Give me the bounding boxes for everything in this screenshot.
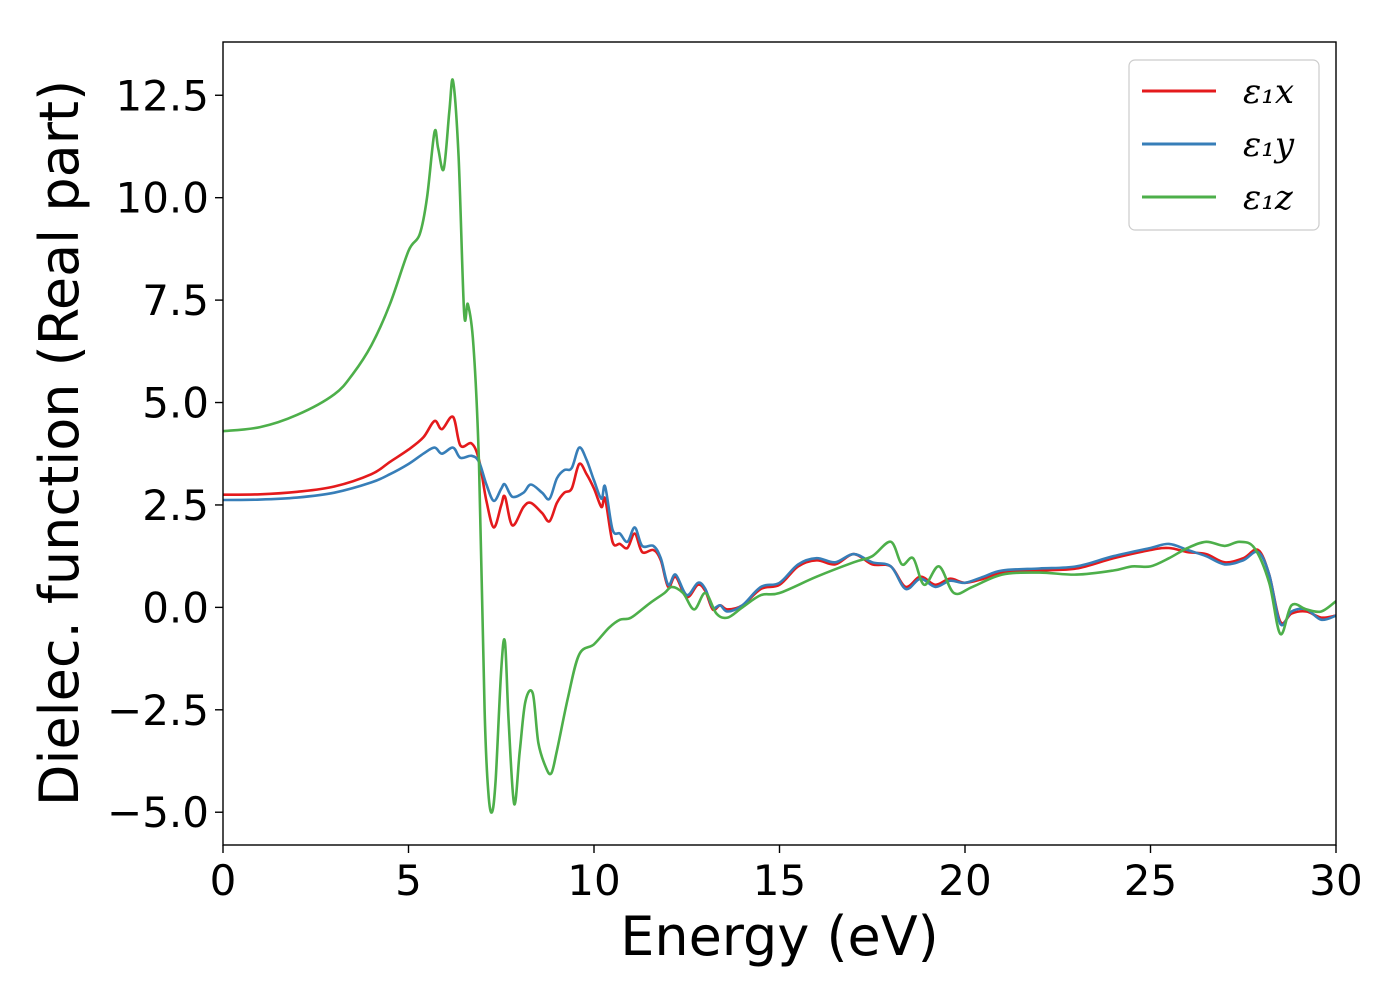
x-tick-label: 15 [753, 856, 806, 905]
legend: ε₁x ε₁y ε₁z [1128, 59, 1320, 231]
x-axis-ticks: 0 5 10 15 20 25 30 [210, 845, 1363, 905]
y-tick-label: 0.0 [142, 583, 209, 632]
series-line-2 [223, 78, 1336, 814]
legend-label-e1x: ε₁x [1243, 72, 1294, 112]
y-axis-ticks: −5.0 −2.5 0.0 2.5 5.0 7.5 10.0 12.5 [107, 71, 223, 837]
x-tick-label: 0 [210, 856, 237, 905]
x-tick-label: 10 [567, 856, 620, 905]
legend-label-e1z: ε₁z [1243, 178, 1294, 218]
y-tick-label: −2.5 [107, 686, 209, 735]
legend-box [1128, 59, 1320, 231]
y-tick-label: 10.0 [115, 174, 209, 223]
x-tick-label: 5 [395, 856, 422, 905]
x-axis-label: Energy (eV) [620, 905, 939, 968]
series-line-1 [223, 446, 1336, 627]
series-layer [223, 78, 1336, 814]
y-tick-label: 2.5 [142, 481, 209, 530]
y-tick-label: 12.5 [115, 71, 209, 120]
y-tick-label: −5.0 [107, 788, 209, 837]
x-tick-label: 25 [1124, 856, 1177, 905]
y-tick-label: 5.0 [142, 379, 209, 428]
x-tick-label: 30 [1309, 856, 1362, 905]
y-tick-label: 7.5 [142, 276, 209, 325]
y-axis-label: Dielec. function (Real part) [28, 80, 91, 806]
legend-label-e1y: ε₁y [1243, 125, 1295, 165]
x-tick-label: 20 [938, 856, 991, 905]
